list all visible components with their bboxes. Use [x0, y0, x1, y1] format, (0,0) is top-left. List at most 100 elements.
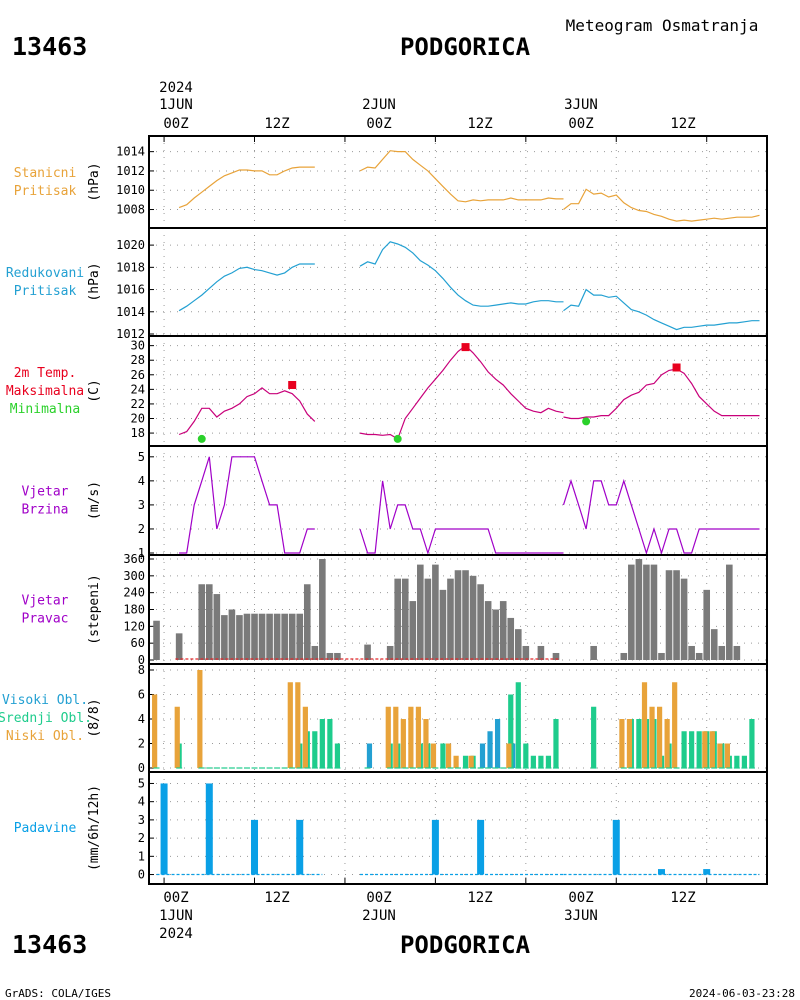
y-tick-label: 28 [131, 353, 145, 367]
cloud-bar [453, 755, 459, 768]
y-tick-label: 1016 [116, 283, 145, 297]
cloud-bar [734, 755, 740, 768]
cloud-bar [672, 682, 678, 768]
hour-label-top-4: 12Z [467, 116, 492, 132]
cloud-bar [545, 755, 552, 768]
hour-label-top-2: 12Z [264, 116, 289, 132]
hour-label-bottom-6: 12Z [670, 890, 695, 906]
y-tick-label: 5 [138, 776, 145, 790]
series-line [359, 241, 564, 307]
cloud-bar [393, 706, 399, 768]
wind-dir-bar [175, 633, 183, 660]
wind-dir-bar [281, 613, 288, 660]
hour-label-bottom-5: 00Z [568, 890, 593, 906]
wind-dir-bar [590, 645, 597, 660]
wind-dir-bar [688, 645, 695, 660]
wind-dir-bar [303, 584, 311, 660]
tmax-marker [461, 343, 470, 352]
wind-dir-bar [484, 601, 492, 660]
wind-dir-bar [243, 613, 251, 660]
cloud-bar [553, 719, 559, 768]
cloud-bar [689, 731, 695, 768]
credit-text: GrADS: COLA/IGES [5, 987, 111, 1000]
panel-station-pressure: 1008 1010 1012 1014 (hPa) Stanicni Pritisak [14, 135, 768, 229]
cloud-bar [366, 743, 373, 768]
panel-title-line: Brzina [22, 503, 69, 518]
wind-dir-bar [703, 589, 711, 660]
hour-label-top-5: 00Z [568, 116, 593, 132]
y-tick-label: 20 [131, 412, 145, 426]
y-tick-label: 360 [123, 552, 145, 566]
cloud-bar [302, 706, 308, 768]
wind-dir-bar [394, 578, 402, 660]
cloud-bar [400, 719, 406, 768]
wind-dir-bar [364, 644, 371, 660]
wind-dir-bar [424, 578, 432, 660]
wind-dir-bar [514, 629, 522, 660]
y-tick-label: 2 [138, 522, 145, 536]
series-line [179, 456, 315, 554]
y-tick-label: 1 [138, 849, 145, 863]
wind-dir-bar [673, 570, 680, 660]
cloud-bar [591, 706, 597, 768]
y-tick-label: 22 [131, 397, 145, 411]
y-tick-label: 1010 [116, 183, 145, 197]
panel-frame [148, 771, 768, 885]
hour-label-bottom-2: 12Z [264, 890, 289, 906]
wind-dir-bar [266, 613, 273, 660]
cloud-bar [479, 743, 486, 768]
wind-dir-bar [288, 613, 296, 660]
bottom-time-axis: 00Z 12Z 00Z 12Z 00Z 12Z 1JUN 2JUN 3JUN 2… [159, 890, 696, 942]
panel-title-line: Srednji Obl. [0, 711, 92, 726]
y-tick-label: 300 [123, 569, 145, 583]
cloud-bar [656, 706, 663, 768]
wind-dir-bar [326, 652, 334, 660]
series-line [563, 288, 760, 331]
series-line [562, 478, 760, 556]
wind-dir-bar [251, 613, 258, 660]
wind-dir-bar [319, 559, 326, 660]
panel-cloud-cover: 0 2 4 6 8 (8/8)Visoki Obl. Srednji Obl. Niski O… [0, 663, 768, 775]
wind-dir-bar [733, 645, 741, 660]
timestamp-text: 2024-06-03-23:28 [689, 987, 795, 1000]
wind-dir-bar [710, 629, 718, 660]
wind-dir-bar [386, 645, 394, 660]
cloud-bar [702, 731, 708, 768]
y-tick-label: 0 [138, 653, 145, 667]
panel-wind-direction: 0 60 120 180 240 300 360 (stepeni) Vjetar Pravac [22, 552, 768, 667]
y-tick-label: 3 [138, 498, 145, 512]
y-axis-label: (8/8) [87, 698, 102, 737]
wind-dir-bar [258, 613, 266, 660]
y-tick-label: 3 [138, 813, 145, 827]
precip-bar [703, 869, 711, 875]
wind-dir-bar [439, 589, 447, 660]
y-axis-label: (hPa) [87, 262, 102, 301]
wind-dir-bar [462, 570, 469, 660]
panel-title-line: Stanicni [14, 166, 77, 181]
y-axis-label: (m/s) [87, 481, 102, 520]
series-line [563, 368, 760, 420]
panel-title-line: Vjetar [22, 594, 69, 609]
tmax-marker [672, 363, 681, 372]
y-tick-label: 18 [131, 426, 145, 440]
cloud-bar [749, 719, 755, 768]
panel-frame [148, 227, 768, 337]
wind-dir-bar [695, 652, 703, 660]
wind-dir-bar [552, 652, 560, 660]
tmin-marker [582, 417, 591, 426]
cloud-bar [709, 731, 715, 768]
y-tick-label: 26 [131, 368, 145, 382]
cloud-bar [468, 755, 474, 768]
y-tick-label: 6 [138, 688, 145, 702]
cloud-bar [664, 719, 670, 768]
wind-dir-bar [635, 559, 643, 660]
wind-dir-bar [213, 594, 221, 660]
y-tick-label: 1018 [116, 260, 145, 274]
cloud-bar [319, 719, 325, 768]
wind-dir-bar [311, 645, 319, 660]
tmin-marker [197, 434, 206, 443]
panel-title-line: Redukovani [6, 266, 84, 281]
panel-title-line: Vjetar [22, 485, 69, 500]
panel-title-line: Visoki Obl. [2, 693, 88, 708]
